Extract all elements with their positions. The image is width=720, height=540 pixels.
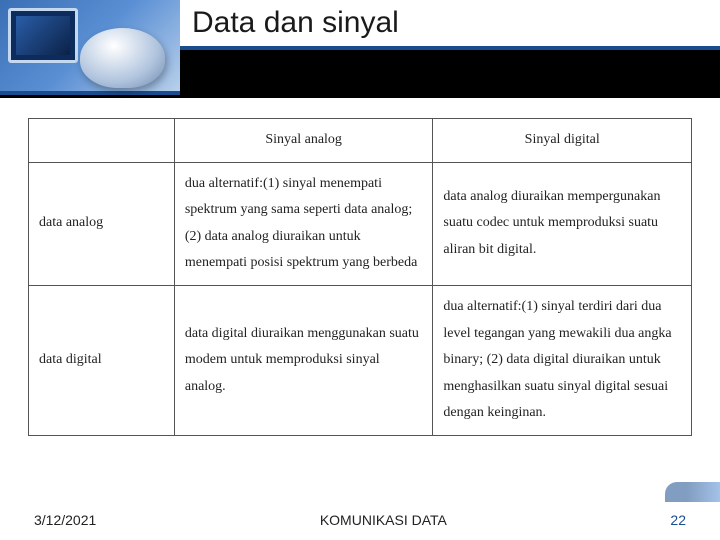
slide-header: Data dan sinyal [0,0,720,98]
header-digital: Sinyal digital [433,119,692,163]
footer-course: KOMUNIKASI DATA [320,512,447,528]
slide-title: Data dan sinyal [192,6,720,40]
table-row: data analog dua alternatif:(1) sinyal me… [29,162,692,285]
slide-content: Sinyal analog Sinyal digital data analog… [0,98,720,436]
slide-footer: 3/12/2021 KOMUNIKASI DATA 22 [0,512,720,528]
title-bar: Data dan sinyal [180,0,720,50]
row-label: data analog [29,162,175,285]
header-analog: Sinyal analog [174,119,433,163]
row-label: data digital [29,285,175,435]
cell-analog: dua alternatif:(1) sinyal menempati spek… [174,162,433,285]
cell-analog: data digital diuraikan menggunakan suatu… [174,285,433,435]
mouse-icon [80,28,165,88]
comparison-table: Sinyal analog Sinyal digital data analog… [28,118,692,436]
footer-decoration [665,482,720,502]
logo-graphic [0,0,180,95]
footer-page: 22 [670,512,686,528]
header-empty [29,119,175,163]
footer-date: 3/12/2021 [34,512,96,528]
table-row: data digital data digital diuraikan meng… [29,285,692,435]
table-header-row: Sinyal analog Sinyal digital [29,119,692,163]
monitor-icon [8,8,78,63]
cell-digital: dua alternatif:(1) sinyal terdiri dari d… [433,285,692,435]
cell-digital: data analog diuraikan mempergunakan suat… [433,162,692,285]
